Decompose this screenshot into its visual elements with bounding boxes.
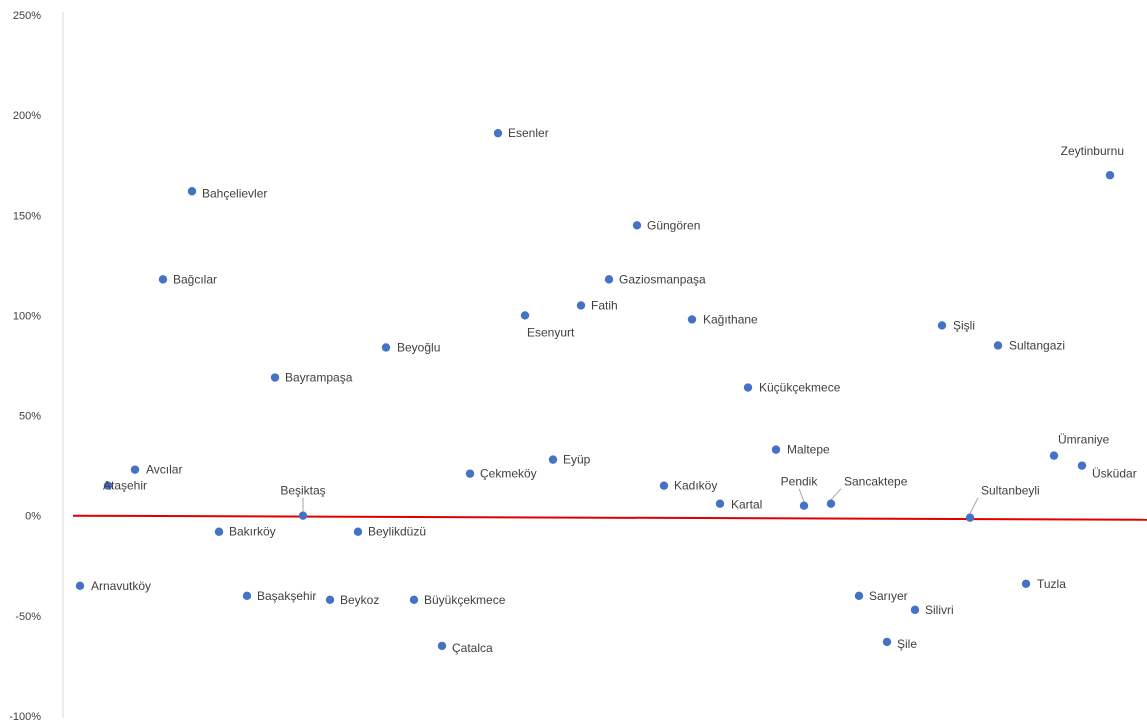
data-point <box>965 513 975 522</box>
data-point <box>353 527 363 536</box>
data-point <box>493 128 503 138</box>
data-points <box>75 128 1115 651</box>
point-label: Çatalca <box>452 641 493 655</box>
data-point <box>548 455 558 464</box>
y-tick-label: 100% <box>13 310 41 322</box>
data-point <box>687 315 697 324</box>
point-label: Beyoğlu <box>397 340 440 354</box>
data-point <box>381 343 391 352</box>
data-point <box>715 499 725 508</box>
data-point <box>187 187 197 196</box>
point-label: Sultangazi <box>1009 338 1065 352</box>
point-label: Silivri <box>925 603 954 617</box>
point-label: Kartal <box>731 498 762 512</box>
point-label: Fatih <box>591 298 618 312</box>
data-point <box>826 499 836 508</box>
data-point <box>576 301 586 310</box>
data-point <box>103 481 113 490</box>
data-point <box>75 581 85 591</box>
point-label: Bayrampaşa <box>285 371 353 385</box>
point-label: Şile <box>897 637 917 651</box>
point-label: Kadıköy <box>674 479 717 493</box>
data-point <box>604 275 614 284</box>
data-point <box>465 469 475 478</box>
point-label: Beşiktaş <box>280 484 325 498</box>
data-point <box>130 465 140 474</box>
point-label: Gaziosmanpaşa <box>619 272 706 286</box>
point-label: Arnavutköy <box>91 579 151 593</box>
y-axis-ticks: 250% 200% 150% 100% 50% 0% -50% -100% <box>9 10 41 723</box>
data-point <box>743 383 753 392</box>
point-label: Bakırköy <box>229 525 276 539</box>
point-label: Beykoz <box>340 593 379 607</box>
data-point <box>1021 579 1031 589</box>
point-label: Küçükçekmece <box>759 381 841 395</box>
data-point <box>937 321 947 330</box>
data-point <box>1049 451 1059 460</box>
point-label: Bahçelievler <box>202 186 267 200</box>
leader-line <box>798 488 805 502</box>
data-point <box>771 445 781 454</box>
point-label: Sultanbeyli <box>981 484 1040 498</box>
y-tick-label: 50% <box>19 411 41 423</box>
point-label: Çekmeköy <box>480 467 537 481</box>
point-label: Pendik <box>781 475 819 489</box>
point-label: Şişli <box>953 318 975 332</box>
data-point <box>854 591 864 601</box>
y-tick-label: 150% <box>13 210 41 222</box>
point-label: Ataşehir <box>103 479 147 493</box>
point-label: Zeytinburnu <box>1061 144 1124 158</box>
point-label: Tuzla <box>1037 577 1066 591</box>
data-point <box>910 605 920 615</box>
data-point <box>270 373 280 382</box>
data-point <box>520 311 530 320</box>
leader-line <box>969 497 979 514</box>
y-tick-label: 250% <box>13 10 41 22</box>
data-point <box>799 501 809 510</box>
point-label: Esenyurt <box>527 325 575 339</box>
data-point <box>325 595 335 605</box>
point-label: Beylikdüzü <box>368 525 426 539</box>
point-label: Avcılar <box>146 463 182 477</box>
data-point <box>1077 461 1087 470</box>
data-point <box>659 481 669 490</box>
leader-lines <box>302 488 979 514</box>
data-point <box>409 595 419 605</box>
point-label: Esenler <box>508 126 549 140</box>
data-point <box>158 275 168 284</box>
reference-line <box>72 514 1147 521</box>
point-label: Güngören <box>647 218 700 232</box>
point-label: Sancaktepe <box>844 475 908 489</box>
point-label: Eyüp <box>563 453 591 467</box>
point-label: Ümraniye <box>1058 433 1110 447</box>
data-point <box>298 511 308 520</box>
point-label: Maltepe <box>787 443 830 457</box>
leader-line <box>830 488 842 501</box>
point-label: Üsküdar <box>1092 467 1137 481</box>
point-label: Başakşehir <box>257 589 316 603</box>
data-point <box>993 341 1003 350</box>
data-point <box>1105 171 1115 180</box>
point-label: Büyükçekmece <box>424 593 506 607</box>
y-tick-label: 200% <box>13 110 41 122</box>
data-point <box>242 591 252 601</box>
data-point <box>882 637 892 647</box>
y-tick-label: 0% <box>25 511 41 523</box>
point-label: Bağcılar <box>173 272 217 286</box>
y-tick-label: -50% <box>15 611 41 623</box>
point-label: Kağıthane <box>703 312 758 326</box>
point-label: Sarıyer <box>869 589 908 603</box>
data-point <box>632 221 642 230</box>
point-labels: Arnavutköy Ataşehir Avcılar Bağcılar Bahçeli… <box>91 126 1137 655</box>
data-point <box>214 527 224 536</box>
data-point <box>437 641 447 651</box>
y-tick-label: -100% <box>9 711 41 723</box>
